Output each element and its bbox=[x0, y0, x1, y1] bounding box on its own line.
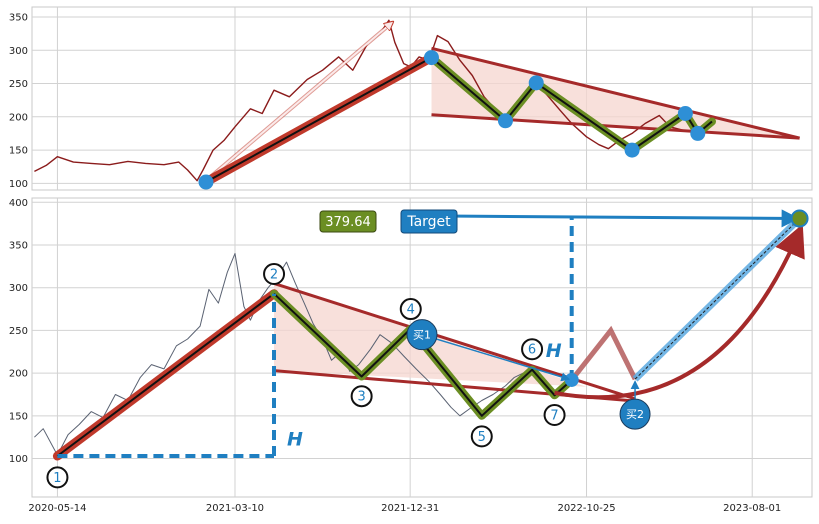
target-height-label: H bbox=[546, 340, 562, 362]
top-ytick-label: 300 bbox=[9, 46, 28, 57]
height-label: H bbox=[287, 428, 303, 450]
top-ytick-label: 200 bbox=[9, 112, 28, 123]
wave-label-text: 5 bbox=[478, 430, 486, 445]
target-value-box bbox=[319, 210, 377, 233]
top-trend-arrow bbox=[205, 22, 392, 182]
top-ytick-label: 150 bbox=[9, 146, 28, 157]
top-ytick-label: 250 bbox=[9, 79, 28, 90]
xtick-label: 2023-08-01 bbox=[723, 503, 781, 514]
wave-label-circle bbox=[399, 298, 422, 321]
top-triangle-lower bbox=[431, 113, 800, 140]
bottom-ytick-label: 300 bbox=[9, 283, 28, 294]
wave-label-text: 2 bbox=[270, 268, 278, 283]
wave-label-text: 4 bbox=[407, 303, 415, 318]
projection-curve-arrow bbox=[554, 223, 805, 400]
xtick-label: 2022-10-25 bbox=[557, 503, 615, 514]
top-pivot-dot bbox=[528, 75, 544, 91]
top-pivot-dot bbox=[198, 174, 214, 190]
top-pivot-dot bbox=[497, 113, 513, 129]
buy-label-text: 买2 bbox=[626, 408, 644, 421]
xtick-label: 2020-05-14 bbox=[28, 503, 86, 514]
wave-label-circle bbox=[543, 403, 566, 426]
top-pivot-dot bbox=[624, 142, 640, 158]
top-price-line bbox=[34, 19, 707, 182]
bottom-ytick-label: 400 bbox=[9, 198, 28, 209]
buy-arrow bbox=[421, 333, 571, 382]
xtick-label: 2021-03-10 bbox=[206, 503, 264, 514]
bottom-thrust-line bbox=[56, 292, 275, 457]
projection-rise-core bbox=[634, 218, 800, 380]
bottom-ytick-label: 150 bbox=[9, 411, 28, 422]
top-triangle-upper bbox=[431, 46, 800, 140]
buy-label-circle bbox=[619, 398, 651, 430]
wave-label-circle bbox=[470, 425, 493, 448]
wave-label-text: 6 bbox=[528, 343, 536, 358]
target-line bbox=[429, 209, 800, 228]
wave-label-text: 3 bbox=[357, 390, 365, 405]
bottom-wave-line bbox=[273, 292, 573, 417]
target-box bbox=[400, 209, 458, 234]
top-panel: 100 150 200 250 300 350 bbox=[9, 6, 813, 191]
top-pivot-dot bbox=[423, 50, 439, 66]
top-pivot-dot bbox=[677, 105, 693, 121]
breakout-dot bbox=[564, 372, 579, 387]
bottom-ytick-label: 200 bbox=[9, 369, 28, 380]
bottom-plot-frame bbox=[31, 197, 813, 498]
wave-label-circle bbox=[521, 338, 544, 361]
target-value-text: 379.64 bbox=[325, 215, 371, 230]
wave-label-circle bbox=[350, 385, 373, 408]
wave-label-circle bbox=[46, 466, 69, 489]
wave-label-circle bbox=[263, 263, 286, 286]
top-ytick-label: 100 bbox=[9, 179, 28, 190]
bottom-panel: 100 150 200 250 300 350 400 2020-05-14 2021-03-1… bbox=[9, 197, 813, 514]
top-pivot-dot bbox=[690, 125, 706, 141]
target-box-text: Target bbox=[406, 214, 451, 230]
xtick-label: 2021-12-31 bbox=[381, 503, 439, 514]
wave-label-text: 1 bbox=[53, 471, 61, 486]
buy-label-circle bbox=[406, 319, 438, 351]
projection-pullback bbox=[569, 325, 638, 382]
wave-label-text: 7 bbox=[550, 408, 558, 423]
bottom-ytick-label: 100 bbox=[9, 454, 28, 465]
buy-label-text: 买1 bbox=[413, 329, 431, 342]
top-plot-frame bbox=[31, 6, 813, 191]
target-point bbox=[790, 209, 809, 228]
bottom-ytick-label: 250 bbox=[9, 326, 28, 337]
top-ytick-label: 350 bbox=[9, 12, 28, 23]
bottom-ytick-label: 350 bbox=[9, 240, 28, 251]
top-thrust-line bbox=[205, 56, 432, 183]
